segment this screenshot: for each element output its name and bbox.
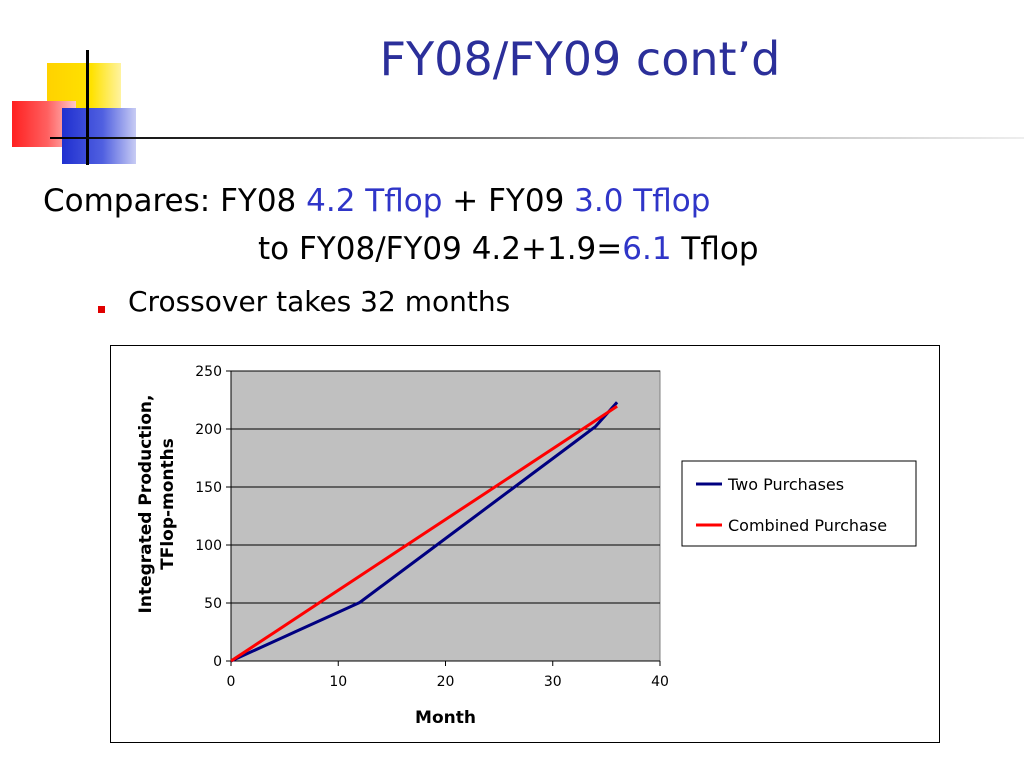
chart-frame: 0 50 100 150 200 250 0 10 20 30 40 Month Integrated … xyxy=(110,345,940,743)
y-tick-label: 150 xyxy=(195,480,222,496)
decorative-blue-square xyxy=(62,108,136,164)
y-tick-label: 50 xyxy=(204,596,222,612)
fy08-value: 4.2 Tflop xyxy=(306,183,443,219)
compare-line-1-lead: Compares: FY08 xyxy=(43,183,307,219)
y-tick-label: 100 xyxy=(195,538,222,554)
decorative-vertical-line xyxy=(86,50,89,165)
series-line-1 xyxy=(230,401,619,663)
compare-line-2-tail: Tflop xyxy=(671,231,759,267)
compare-line-1: Compares: FY08 4.2 Tflop + FY09 3.0 Tflo… xyxy=(43,183,710,220)
fy09-value: 3.0 Tflop xyxy=(574,183,711,219)
x-tick-label: 30 xyxy=(544,674,562,690)
y-tick-label: 200 xyxy=(195,422,222,438)
x-tick-label: 0 xyxy=(227,674,236,690)
y-tick-label: 0 xyxy=(213,654,222,670)
legend-label-2: Combined Purchase xyxy=(728,516,887,535)
title-underline xyxy=(50,137,1024,139)
legend xyxy=(681,460,917,547)
y-axis-label-line: TFlop-months xyxy=(158,438,178,570)
y-tick-label: 250 xyxy=(195,364,222,380)
combined-value: 6.1 xyxy=(622,231,672,267)
compare-line-2-lead: to FY08/FY09 4.2+1.9= xyxy=(258,231,623,267)
series-line-2 xyxy=(230,405,618,663)
line-chart: 0 50 100 150 200 250 0 10 20 30 40 Month Integrated … xyxy=(136,364,917,728)
slide-title: FY08/FY09 cont’d xyxy=(379,32,781,86)
x-tick-label: 10 xyxy=(329,674,347,690)
legend-label-1: Two Purchases xyxy=(727,475,844,494)
compare-line-2: to FY08/FY09 4.2+1.9=6.1 Tflop xyxy=(258,231,759,268)
x-tick-label: 40 xyxy=(651,674,669,690)
x-tick-label: 20 xyxy=(437,674,455,690)
bullet-text: Crossover takes 32 months xyxy=(128,285,511,318)
bullet-marker xyxy=(98,306,105,313)
compare-line-1-mid: + FY09 xyxy=(442,183,575,219)
y-axis-label-line: Integrated Production, xyxy=(136,395,156,614)
x-axis-label: Month xyxy=(415,708,476,728)
